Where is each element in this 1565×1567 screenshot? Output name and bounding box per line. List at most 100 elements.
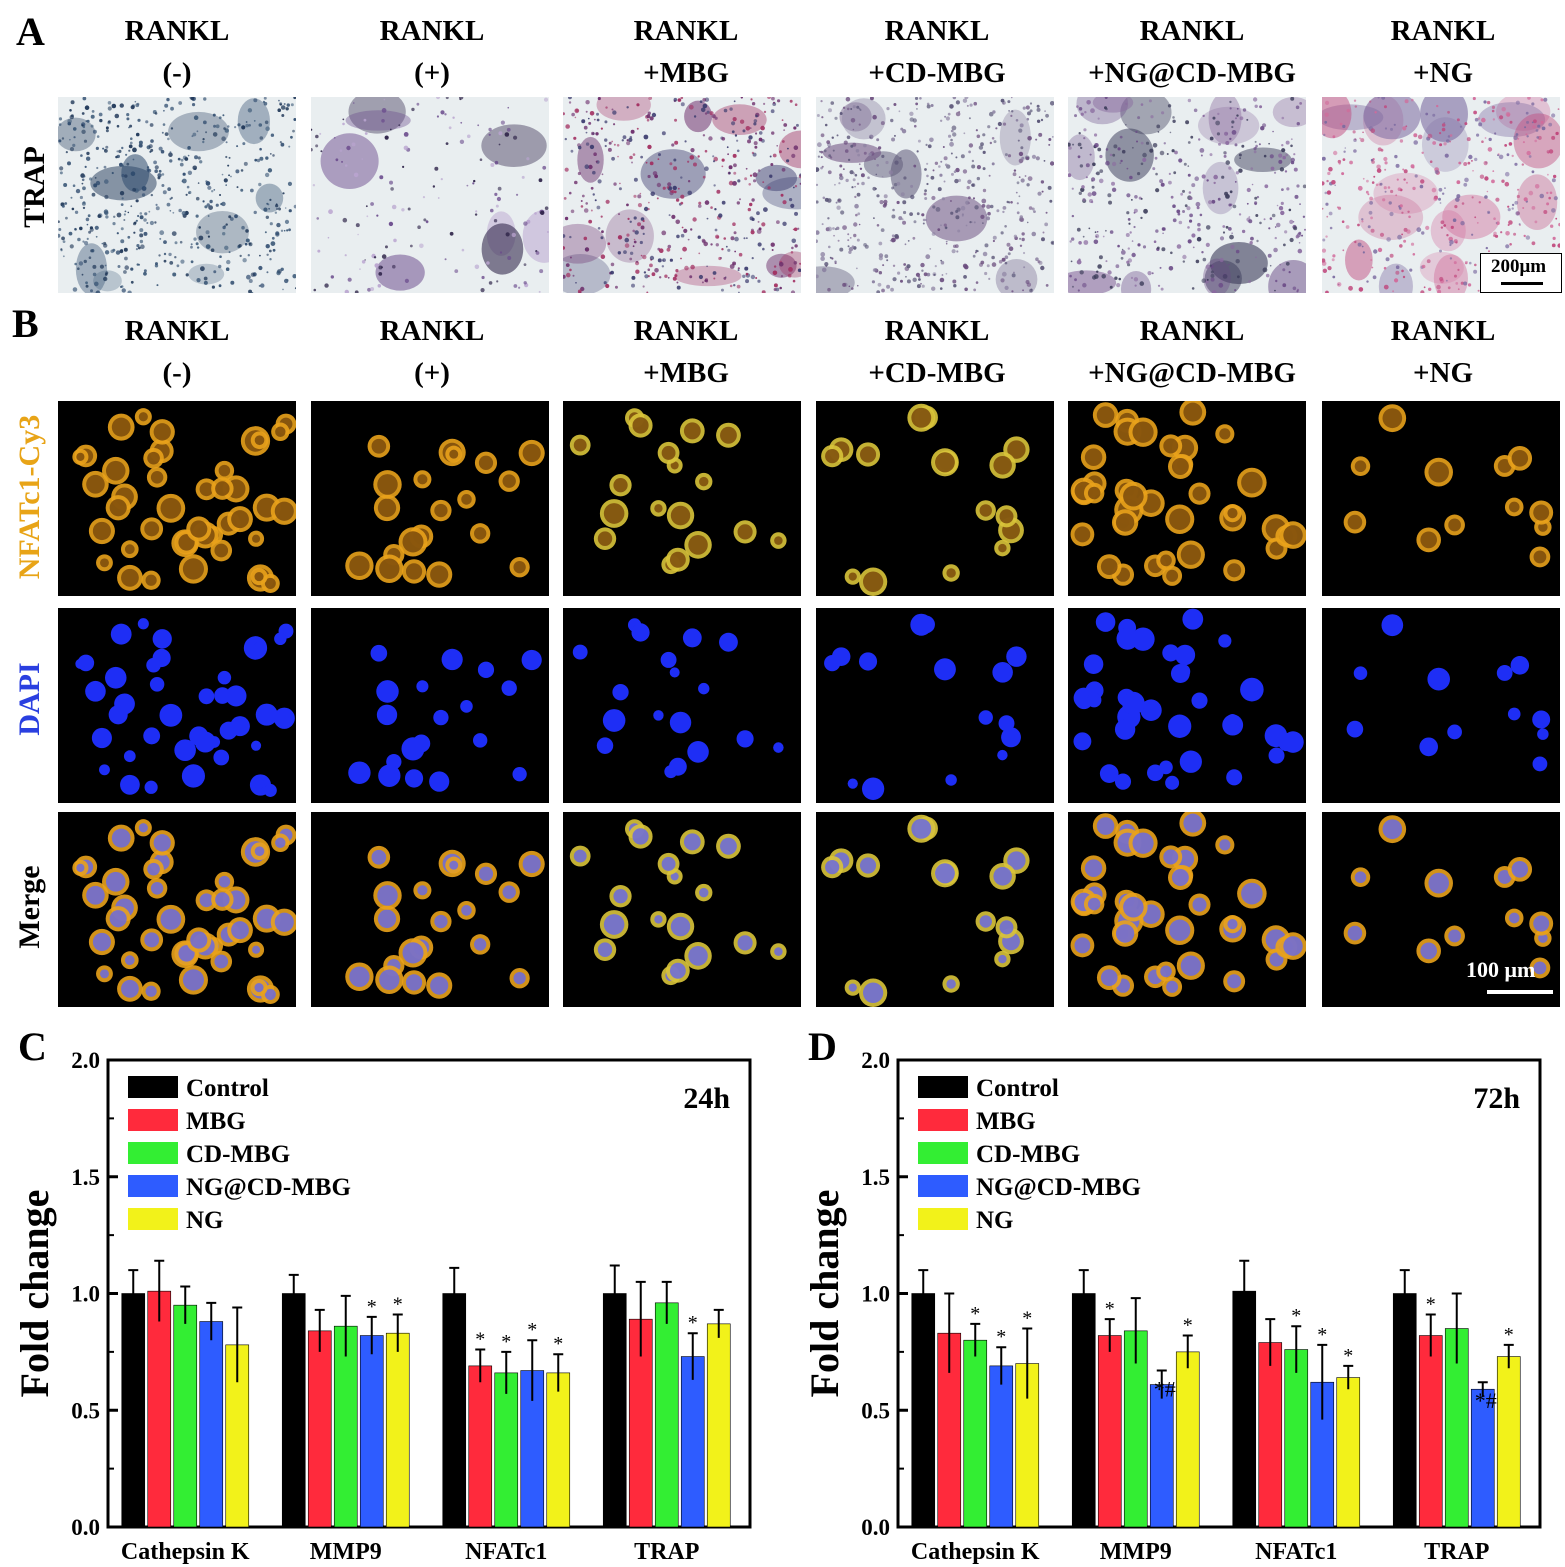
merge-image-1	[58, 812, 296, 1007]
scale-bar-200um: 200μm	[1480, 253, 1562, 293]
bar-mbg-2	[468, 1365, 493, 1528]
trap-image-5	[1068, 97, 1306, 293]
significance-mark: *	[1426, 1294, 1436, 1316]
error-bar	[661, 1280, 672, 1324]
bar-mbg-0	[147, 1290, 172, 1528]
x-tick-label: Cathepsin K	[911, 1539, 1040, 1565]
legend-label: NG	[976, 1207, 1014, 1234]
bar-cd-mbg-2	[1284, 1349, 1309, 1528]
bar-control-2	[442, 1293, 467, 1528]
bar-ng-cd-mbg-1	[1149, 1384, 1174, 1528]
significance-mark: *	[475, 1329, 485, 1351]
significance-mark: *#	[1475, 1388, 1497, 1413]
dapi-image-4	[816, 608, 1054, 803]
y-tick-label: 0.5	[861, 1398, 890, 1423]
error-bar	[1239, 1259, 1250, 1322]
scale-bar-100um-label: 100 μm	[1466, 957, 1536, 982]
error-bar	[1399, 1269, 1410, 1317]
significance-mark: *	[553, 1333, 563, 1355]
x-tick-label: TRAP	[634, 1539, 699, 1565]
dapi-image-5	[1068, 608, 1306, 803]
significance-mark: *	[1291, 1305, 1301, 1327]
panel-a-col-label-4: RANKL +CD-MBG	[868, 15, 1006, 89]
error-bar	[392, 1313, 403, 1352]
row-label-dapi: DAPI	[13, 662, 46, 736]
panel-b-col-label-3: RANKL +MBG	[633, 315, 739, 389]
x-tick-label: NFATc1	[1255, 1539, 1337, 1565]
y-tick-label: 1.5	[861, 1165, 890, 1190]
error-bar	[1078, 1269, 1089, 1317]
legend-swatch	[128, 1076, 178, 1098]
merge-image-4	[816, 812, 1054, 1007]
bar-control-3	[602, 1293, 627, 1528]
x-tick-label: MMP9	[1100, 1539, 1172, 1565]
legend-label: MBG	[976, 1108, 1036, 1135]
merge-image-6	[1322, 812, 1560, 1007]
merge-image-2	[311, 812, 549, 1007]
bar-mbg-1	[1097, 1335, 1122, 1528]
error-bar	[340, 1294, 351, 1357]
dapi-image-2	[311, 608, 549, 803]
significance-mark: *	[527, 1319, 537, 1341]
trap-image-3	[563, 97, 801, 293]
trap-image-4	[816, 97, 1054, 293]
nfatc1-image-2	[311, 401, 549, 596]
bar-cd-mbg-0	[173, 1304, 198, 1528]
chart-panel-c: C 0.0 0.5 1.0 1.5 2.0 Fold change Cathepsin K MM…	[12, 1024, 752, 1565]
error-bar	[501, 1350, 512, 1394]
y-axis-label: Fold change	[802, 1190, 847, 1398]
x-tick-label: MMP9	[310, 1539, 382, 1565]
significance-mark: *	[970, 1303, 980, 1325]
error-bar	[1343, 1364, 1354, 1390]
significance-mark: *	[1105, 1298, 1115, 1320]
significance-mark: *	[393, 1294, 403, 1316]
error-bar	[918, 1269, 929, 1317]
error-bar	[206, 1301, 217, 1341]
error-bar	[1425, 1313, 1436, 1357]
x-tick-label: TRAP	[1424, 1539, 1489, 1565]
legend-label: CD-MBG	[976, 1141, 1080, 1168]
bar-ng-cd-mbg-0	[989, 1365, 1014, 1528]
legend-label: NG	[186, 1207, 224, 1234]
error-bar	[713, 1308, 724, 1338]
significance-mark: *#	[1154, 1377, 1176, 1402]
significance-mark: *	[1504, 1324, 1514, 1346]
panel-a-col-label-2: RANKL (+)	[379, 15, 485, 89]
bar-control-2	[1232, 1290, 1257, 1528]
panel-a-col-label-5: RANKL +NG@CD-MBG	[1088, 15, 1296, 89]
scale-bar-100um-line	[1487, 990, 1553, 994]
legend-swatch	[128, 1175, 178, 1197]
chart-panel-d: D 0.0 0.5 1.0 1.5 2.0 Fold change Cathepsin K * *…	[802, 1024, 1542, 1565]
legend-swatch	[918, 1208, 968, 1230]
scale-bar-200um-line	[1501, 282, 1543, 285]
error-bar	[553, 1353, 564, 1392]
error-bar	[944, 1292, 955, 1373]
error-bar	[970, 1322, 981, 1357]
significance-mark: *	[1317, 1324, 1327, 1346]
error-bar	[1182, 1334, 1193, 1369]
bar-ng-2	[1336, 1377, 1361, 1528]
bar-control-3	[1392, 1293, 1417, 1528]
bar-ng-1	[1175, 1351, 1200, 1528]
merge-image-3	[563, 812, 801, 1007]
panel-d-letter: D	[808, 1024, 837, 1069]
legend-swatch	[128, 1109, 178, 1131]
error-bar	[232, 1306, 243, 1383]
error-bar	[1291, 1325, 1302, 1373]
error-bar	[1503, 1343, 1514, 1369]
trap-image-6	[1322, 97, 1560, 293]
y-tick-label: 0.0	[71, 1515, 100, 1540]
panel-b-col-label-4: RANKL +CD-MBG	[868, 315, 1006, 389]
error-bar	[609, 1264, 620, 1322]
y-tick-label: 2.0	[861, 1048, 890, 1073]
panel-b-col-label-1: RANKL (-)	[124, 315, 230, 389]
error-bar	[1477, 1381, 1488, 1397]
bar-ng-1	[385, 1332, 410, 1528]
legend-swatch	[918, 1142, 968, 1164]
error-bar	[1156, 1369, 1167, 1399]
x-tick-label: Cathepsin K	[121, 1539, 250, 1565]
bar-ng-2	[546, 1372, 571, 1528]
scale-bar-200um-label: 200μm	[1491, 256, 1547, 277]
error-bar	[1022, 1327, 1033, 1399]
error-bar	[1451, 1292, 1462, 1364]
